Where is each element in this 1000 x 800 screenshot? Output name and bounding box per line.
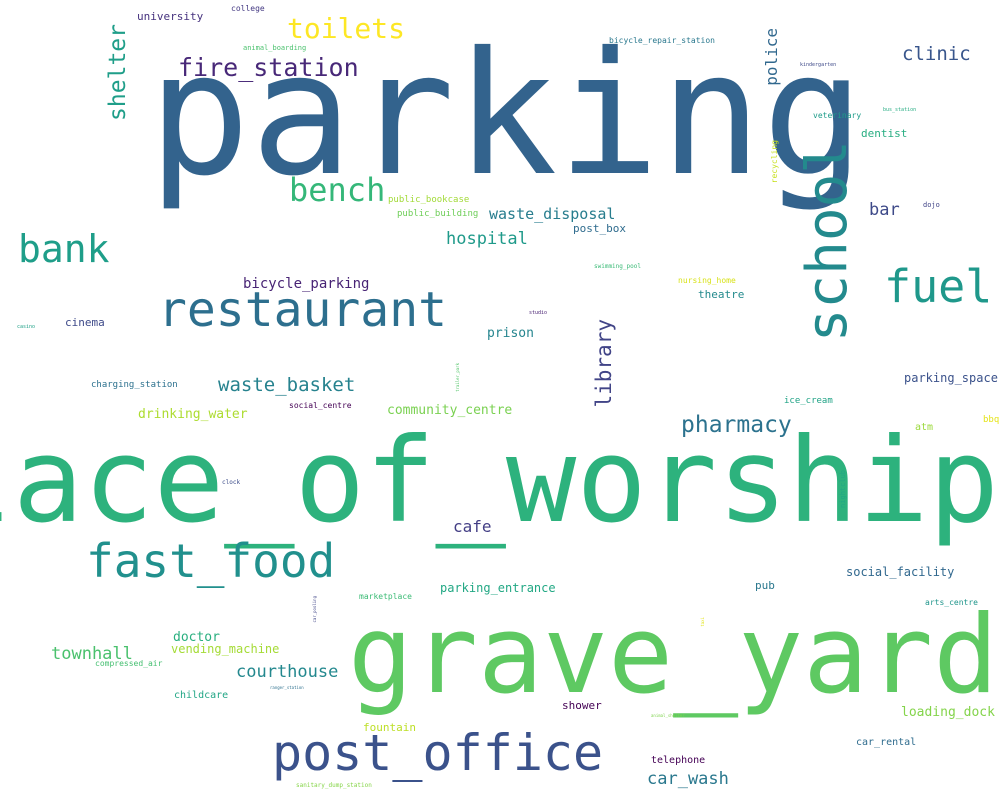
word-bar: bar bbox=[869, 200, 900, 220]
word-car-pooling: car_pooling bbox=[312, 596, 317, 623]
word-library: library bbox=[592, 319, 616, 408]
word-cinema: cinema bbox=[65, 316, 105, 329]
word-pharmacy: pharmacy bbox=[681, 412, 792, 438]
word-telephone: telephone bbox=[651, 755, 706, 766]
word-parking: parking bbox=[148, 16, 865, 214]
word-grave-yard: grave_yard bbox=[348, 593, 999, 718]
word-hospital: hospital bbox=[446, 229, 528, 249]
word-car-wash: car_wash bbox=[647, 769, 729, 789]
word-sanitary-dump-station: sanitary_dump_station bbox=[296, 782, 372, 789]
word-school: school bbox=[795, 140, 860, 343]
word-parking-entrance: parking_entrance bbox=[440, 581, 556, 595]
word-animal-boarding: animal_boarding bbox=[243, 44, 307, 52]
word-recycling: recycling bbox=[770, 140, 779, 184]
word-place-of-worship: place_of_worship bbox=[0, 412, 999, 549]
word-dojo: dojo bbox=[923, 201, 940, 209]
word-nightclub: nightclub bbox=[839, 470, 847, 508]
word-toilets: toilets bbox=[287, 12, 406, 45]
word-clinic: clinic bbox=[902, 43, 971, 65]
word-social-facility: social_facility bbox=[846, 565, 955, 579]
word-drinking-water: drinking_water bbox=[138, 407, 248, 422]
word-prison: prison bbox=[487, 326, 534, 341]
word-casino: casino bbox=[17, 324, 36, 330]
word-bank: bank bbox=[18, 227, 110, 271]
word-ranger-station: ranger_station bbox=[270, 685, 304, 690]
word-cafe: cafe bbox=[453, 517, 492, 536]
word-dentist: dentist bbox=[861, 127, 908, 140]
word-charging-station: charging_station bbox=[91, 380, 178, 390]
word-college: college bbox=[231, 4, 265, 13]
word-townhall: townhall bbox=[51, 644, 133, 664]
word-vending-machine: vending_machine bbox=[171, 642, 280, 656]
word-university: university bbox=[137, 10, 204, 23]
word-pub: pub bbox=[755, 579, 775, 592]
word-trailer-park: trailer_park bbox=[455, 363, 460, 392]
word-studio: studio bbox=[529, 310, 548, 316]
word-bicycle-repair-station: bicycle_repair_station bbox=[609, 36, 715, 45]
word-post-box: post_box bbox=[573, 222, 626, 235]
word-public-building: public_building bbox=[397, 209, 479, 219]
word-animal-shelter: animal_shelter bbox=[651, 713, 685, 718]
word-veterinary: veterinary bbox=[813, 111, 862, 120]
word-waste-basket: waste_basket bbox=[218, 374, 356, 396]
word-atm: atm bbox=[915, 422, 934, 433]
word-swimming-pool: swimming_pool bbox=[594, 263, 641, 270]
word-restaurant: restaurant bbox=[158, 282, 447, 338]
word-loading-dock: loading_dock bbox=[901, 705, 995, 720]
word-bench: bench bbox=[289, 171, 386, 209]
word-shower: shower bbox=[562, 699, 602, 712]
word-clock: clock bbox=[222, 479, 241, 486]
word-nursing-home: nursing_home bbox=[678, 276, 736, 285]
word-arts-centre: arts_centre bbox=[925, 598, 978, 607]
word-waste-disposal: waste_disposal bbox=[489, 205, 616, 223]
word-childcare: childcare bbox=[174, 690, 229, 701]
word-fire-station: fire_station bbox=[178, 53, 359, 82]
word-fuel: fuel bbox=[884, 260, 993, 313]
word-post-office: post_office bbox=[272, 724, 604, 782]
word-courthouse: courthouse bbox=[236, 662, 339, 682]
word-bicycle-parking: bicycle_parking bbox=[243, 276, 370, 292]
word-bbq: bbq bbox=[983, 415, 1000, 425]
word-marketplace: marketplace bbox=[359, 592, 412, 601]
word-community-centre: community_centre bbox=[387, 403, 513, 418]
word-social-centre: social_centre bbox=[289, 401, 352, 410]
word-shelter: shelter bbox=[105, 24, 131, 121]
word-compressed-air: compressed_air bbox=[95, 659, 163, 668]
word-ice-cream: ice_cream bbox=[784, 396, 833, 406]
word-police: police bbox=[762, 28, 781, 86]
word-fountain: fountain bbox=[363, 721, 416, 734]
word-theatre: theatre bbox=[698, 288, 745, 301]
word-kindergarten: kindergarten bbox=[800, 62, 837, 68]
word-parking-space: parking_space bbox=[904, 371, 998, 385]
word-public-bookcase: public_bookcase bbox=[388, 195, 470, 205]
word-fast-food: fast_food bbox=[86, 534, 336, 588]
word-doctor: doctor bbox=[173, 630, 220, 645]
word-bus-station: bus_station bbox=[883, 107, 917, 113]
word-taxi: taxi bbox=[700, 617, 705, 627]
word-car-rental: car_rental bbox=[856, 737, 917, 748]
